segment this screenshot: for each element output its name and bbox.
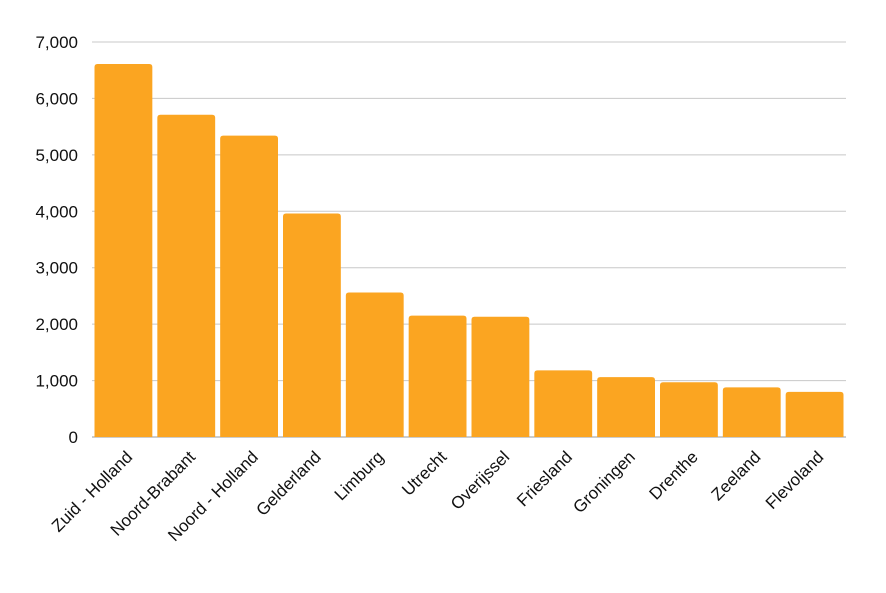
bar — [283, 213, 341, 437]
bar — [408, 315, 467, 437]
bar — [660, 382, 718, 437]
gridlines — [92, 41, 846, 438]
bar — [345, 292, 404, 437]
x-category-label: Overijssel — [447, 447, 513, 513]
y-tick-label: 7,000 — [35, 33, 78, 52]
y-tick-label: 3,000 — [35, 259, 78, 278]
bars — [94, 64, 844, 438]
bar — [94, 64, 153, 437]
bar — [722, 387, 781, 437]
x-category-label: Friesland — [513, 447, 576, 510]
x-category-label: Drenthe — [646, 447, 702, 503]
x-category-label: Flevoland — [762, 447, 828, 513]
bar — [785, 391, 844, 437]
y-tick-label: 6,000 — [35, 89, 78, 108]
x-category-label: Limburg — [331, 447, 388, 504]
bar — [220, 135, 278, 437]
bar — [157, 114, 216, 438]
y-tick-label: 1,000 — [35, 372, 78, 391]
y-tick-label: 0 — [69, 428, 78, 447]
bar — [471, 316, 530, 437]
x-category-label: Zeeland — [708, 447, 765, 504]
y-tick-label: 5,000 — [35, 146, 78, 165]
y-tick-label: 2,000 — [35, 315, 78, 334]
bar — [534, 370, 593, 437]
bar — [597, 377, 655, 437]
x-category-label: Gelderland — [252, 447, 324, 519]
y-axis-ticks: 0 1,000 2,000 3,000 4,000 5,000 6,000 7,000 — [35, 33, 78, 447]
x-category-label: Groningen — [569, 447, 639, 517]
y-tick-label: 4,000 — [35, 202, 78, 221]
x-category-label: Utrecht — [398, 447, 450, 499]
